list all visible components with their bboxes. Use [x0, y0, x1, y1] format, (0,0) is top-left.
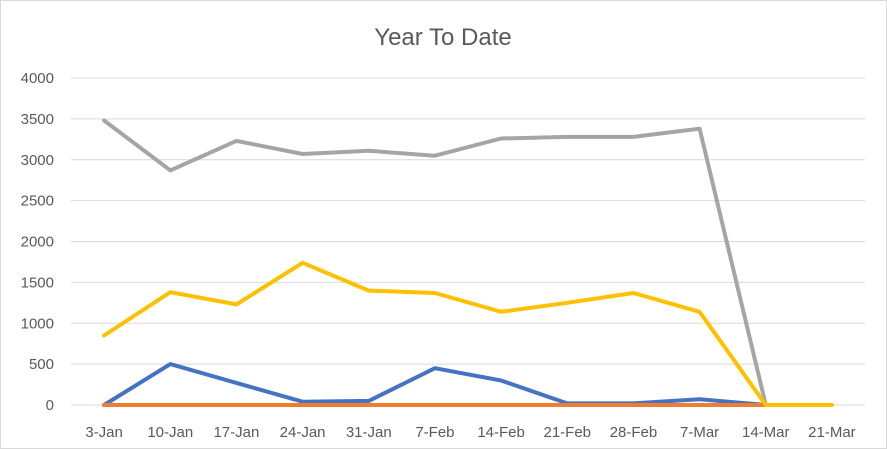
x-tick-label: 14-Mar: [742, 424, 790, 441]
y-tick-label: 2000: [21, 234, 54, 251]
x-tick-label: 7-Feb: [415, 424, 454, 441]
series-line-1: [102, 362, 768, 407]
x-tick-label: 3-Jan: [85, 424, 123, 441]
y-tick-label: 1000: [21, 315, 54, 332]
y-tick-label: 3500: [21, 111, 54, 128]
x-tick-label: 7-Mar: [680, 424, 719, 441]
series-line-4: [102, 260, 834, 407]
y-axis-ticks: 0 500 1000 1500 2000 2500 3000 3500 4000: [21, 70, 54, 414]
y-tick-label: 4000: [21, 70, 54, 87]
x-tick-label: 10-Jan: [147, 424, 193, 441]
y-tick-label: 1500: [21, 274, 54, 291]
gridlines: [71, 77, 865, 406]
y-tick-label: 3000: [21, 152, 54, 169]
x-tick-label: 21-Mar: [808, 424, 856, 441]
x-tick-label: 31-Jan: [346, 424, 392, 441]
x-tick-label: 28-Feb: [610, 424, 658, 441]
y-tick-label: 0: [46, 397, 54, 414]
y-tick-label: 500: [29, 356, 54, 373]
x-tick-label: 24-Jan: [280, 424, 326, 441]
x-tick-label: 17-Jan: [213, 424, 259, 441]
x-axis-ticks: 3-Jan 10-Jan 17-Jan 24-Jan 31-Jan 7-Feb 14-Feb…: [85, 424, 855, 441]
chart-title: Year To Date: [374, 24, 511, 51]
x-tick-label: 21-Feb: [543, 424, 591, 441]
y-tick-label: 2500: [21, 193, 54, 210]
series-lines: [102, 118, 834, 407]
x-tick-label: 14-Feb: [477, 424, 525, 441]
series-line-3: [102, 118, 768, 407]
